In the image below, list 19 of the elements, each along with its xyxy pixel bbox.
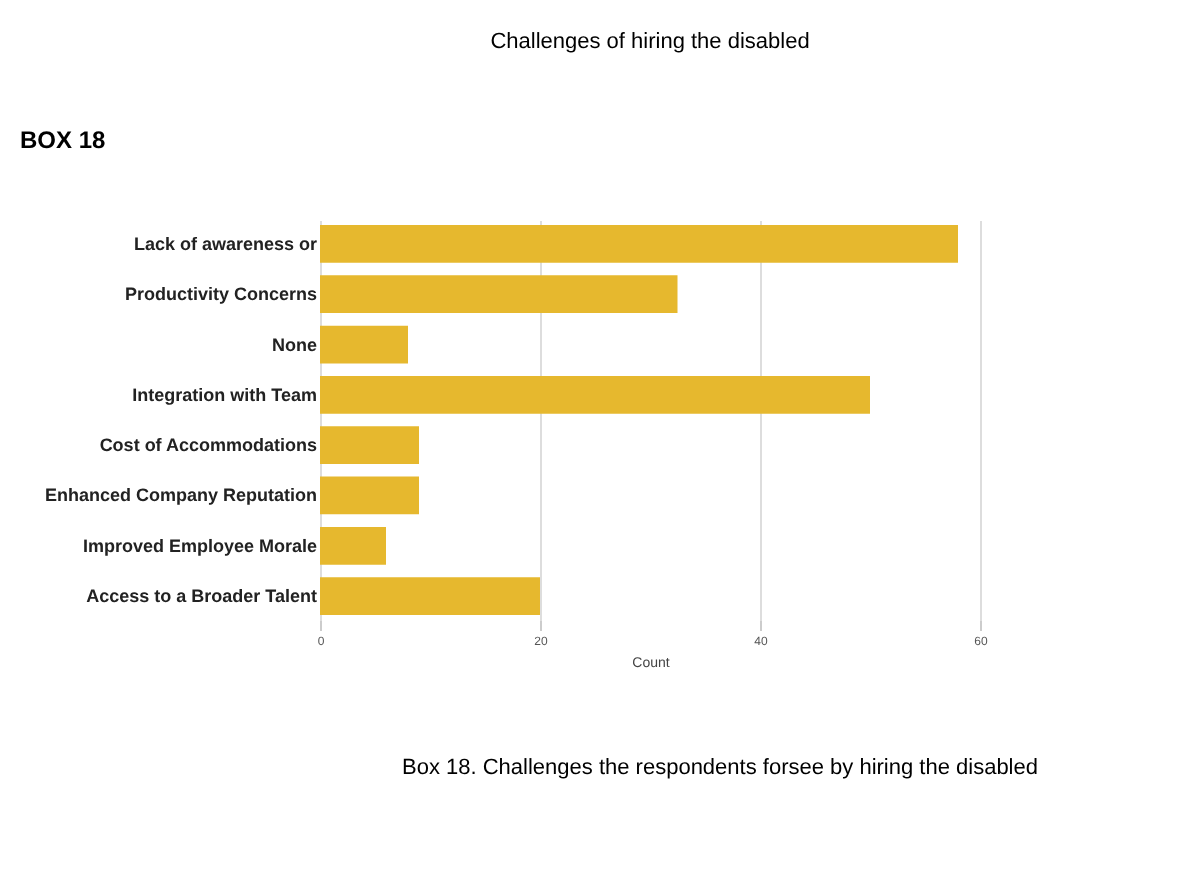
y-tick-label: Access to a Broader Talent <box>86 586 317 607</box>
chart-title: Challenges of hiring the disabled <box>490 30 810 54</box>
bar <box>320 325 408 364</box>
bar <box>320 577 540 615</box>
bar <box>320 476 419 515</box>
bar <box>320 526 386 565</box>
y-tick-label: Productivity Concerns <box>124 284 317 305</box>
y-tick-label: Cost of Accommodations <box>99 435 317 456</box>
y-tick-label: None <box>272 334 317 355</box>
text: Box 18. Challenges the respondents forsee by hiring the disabled <box>402 756 1038 780</box>
bar <box>320 426 419 465</box>
text: BOX 18 <box>20 126 107 154</box>
bar <box>320 275 678 314</box>
bar <box>320 225 958 263</box>
y-tick-label: Lack of awareness or <box>133 233 318 254</box>
bar <box>320 375 870 414</box>
y-tick-label: Enhanced Company Reputation <box>44 485 317 506</box>
y-tick-label: Improved Employee Morale <box>82 535 317 556</box>
y-tick-label: Integration with Team <box>132 384 317 405</box>
